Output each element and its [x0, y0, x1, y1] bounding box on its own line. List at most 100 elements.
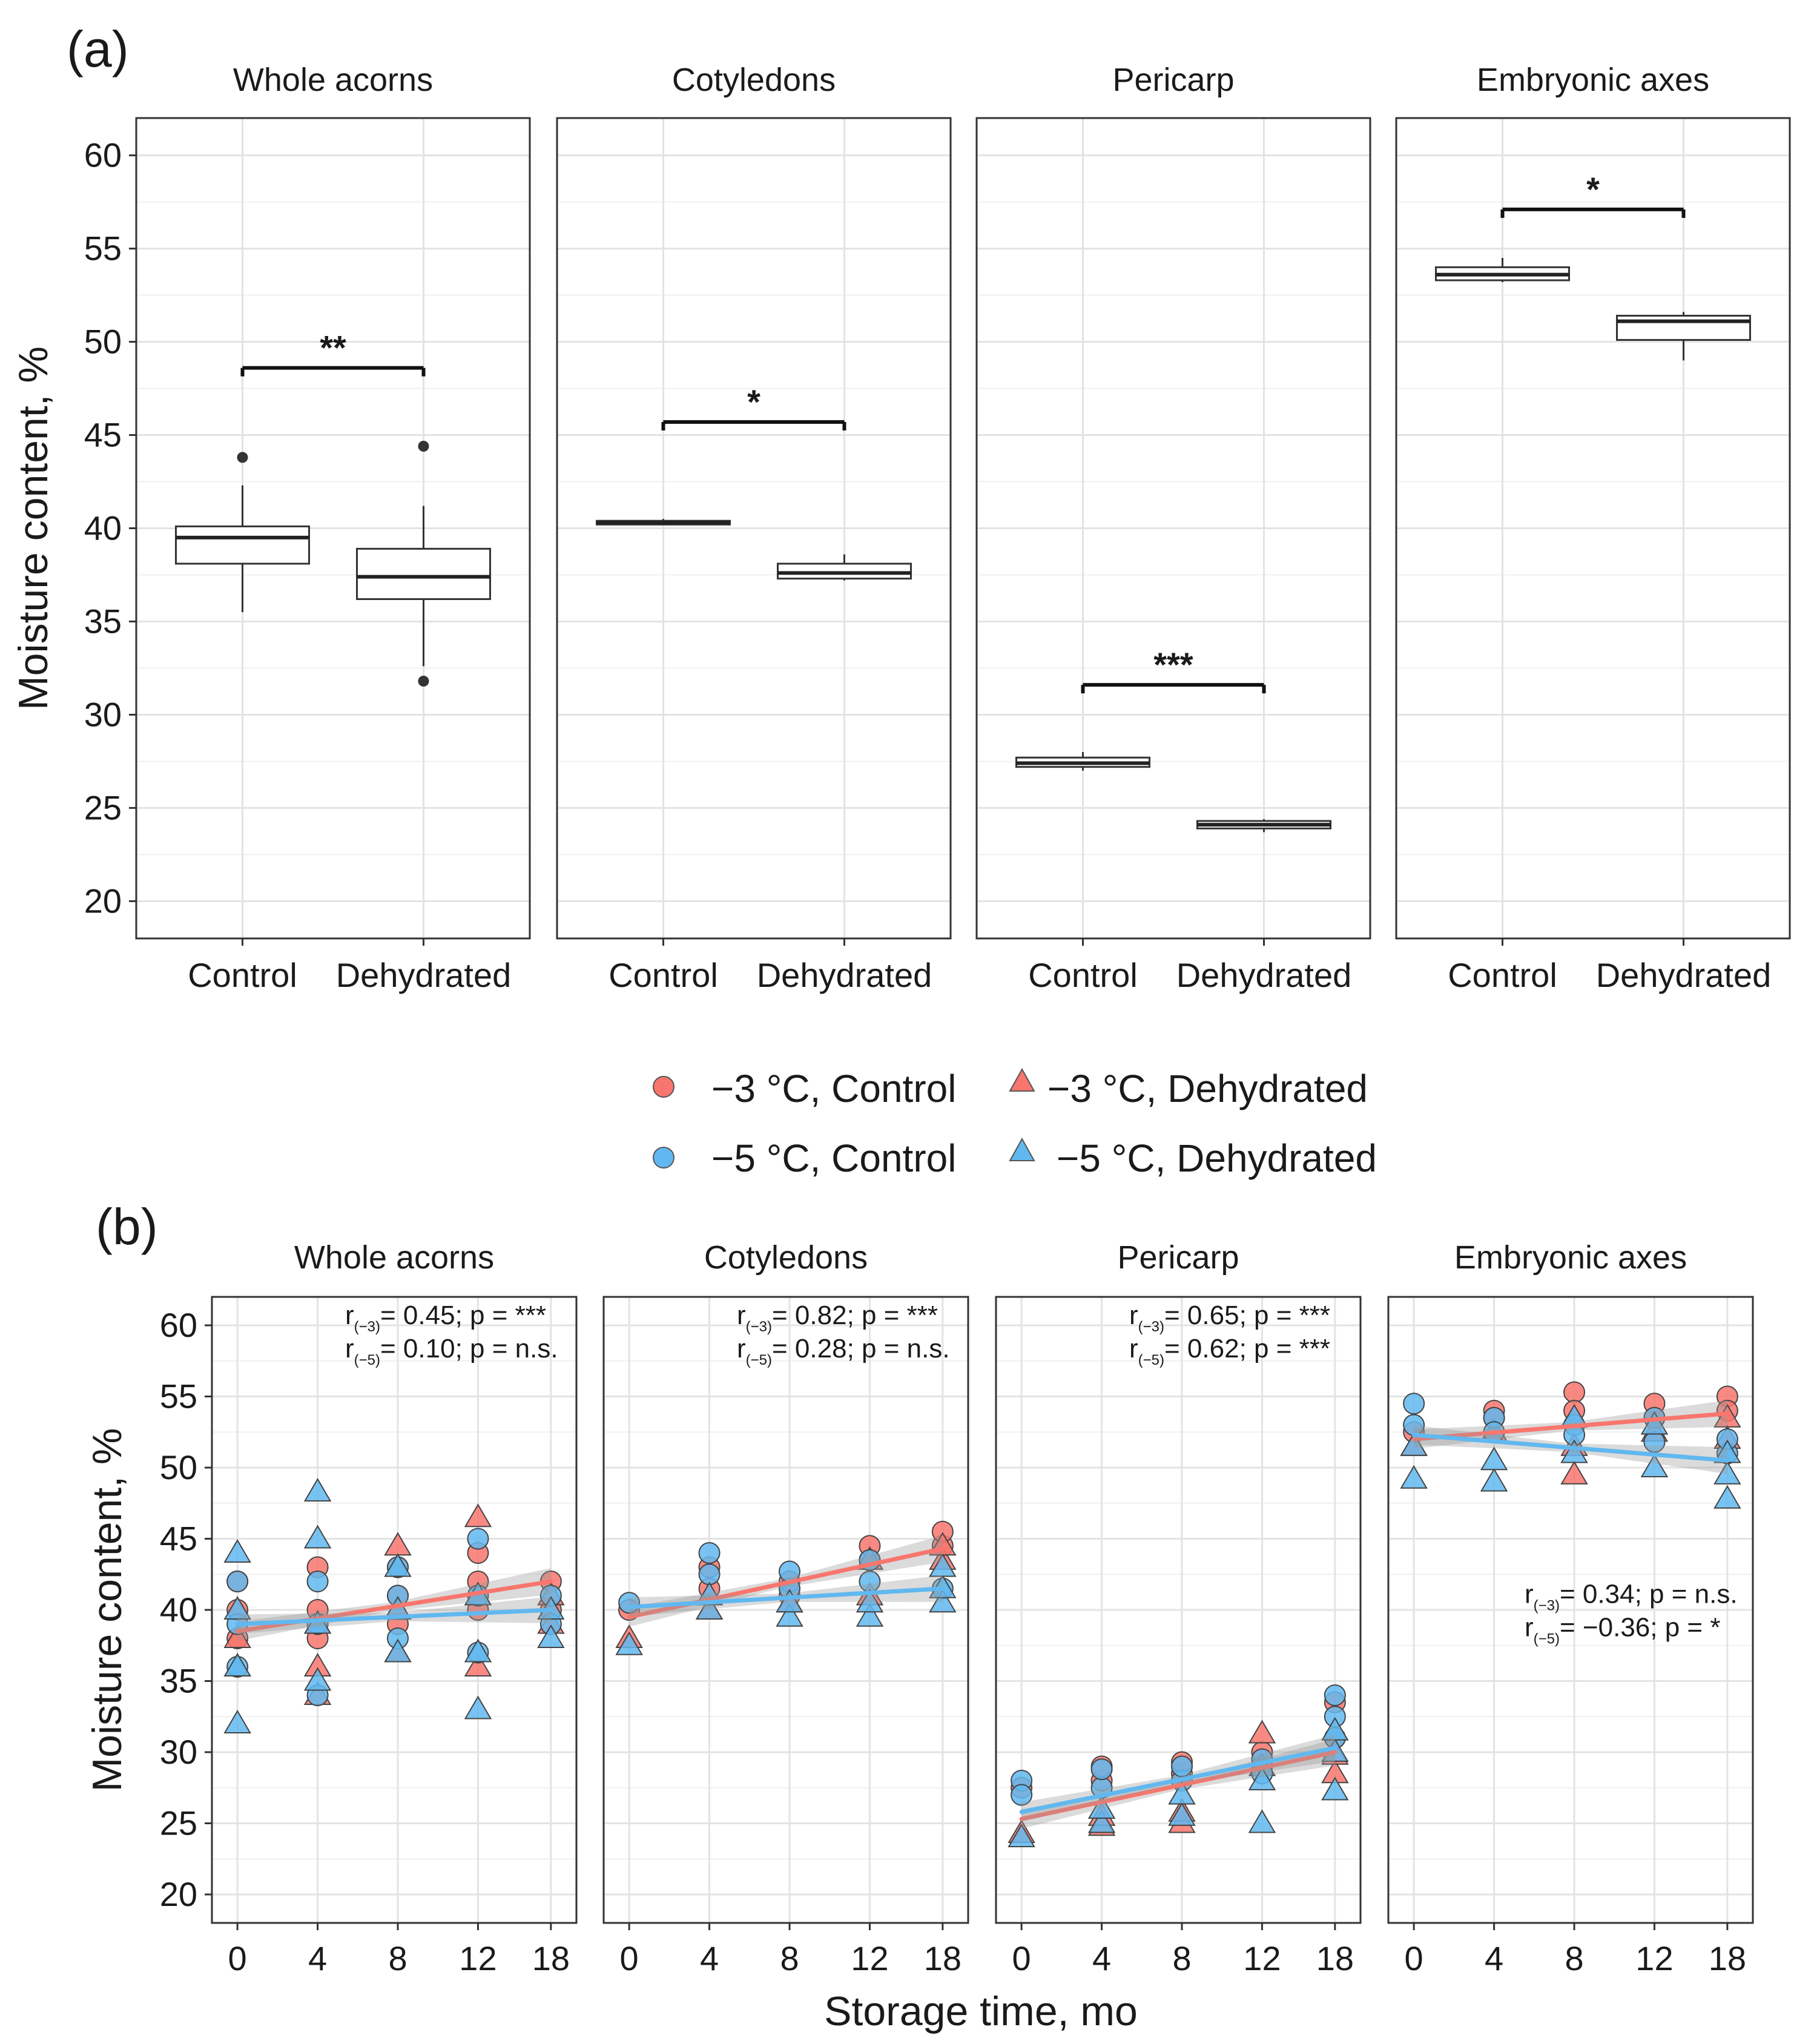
outlier-point [418, 441, 429, 452]
x-tick-label: 18 [532, 1939, 570, 1977]
box-iqr [356, 547, 491, 601]
facet-b-3: Pericarp r(−3)= 0.65; p = ***r(−5)= 0.62;… [995, 1239, 1362, 1977]
significance-label: *** [1153, 645, 1193, 684]
x-tick-label: Control [609, 956, 718, 994]
facet-a-1: Whole acorns ** Control Dehydrated [135, 62, 531, 994]
panel-border [975, 117, 1371, 940]
x-tick-label: Dehydrated [757, 956, 932, 994]
y-tick-label: 40 [160, 1591, 197, 1629]
correlation-stat: r(−3)= 0.65; p = *** [1129, 1301, 1330, 1335]
panel-border [995, 1296, 1362, 1924]
facet-a-2: Cotyledons * Control Dehydrated [556, 62, 952, 994]
stat-r: r [737, 1334, 746, 1363]
significance-label: * [1586, 170, 1600, 208]
y-tick-label: 55 [160, 1377, 197, 1416]
trend-line-minus5 [235, 1607, 553, 1626]
x-tick-label: Control [1448, 956, 1557, 994]
point-minus5-dehydrated [1400, 1432, 1428, 1456]
y-tick-label: 60 [160, 1306, 197, 1344]
stat-text: = 0.62; p = *** [1164, 1334, 1330, 1363]
point-minus5-dehydrated [1640, 1411, 1669, 1435]
y-axis-title: Moisture content, % [10, 346, 56, 710]
stat-r: r [1525, 1579, 1534, 1609]
point-minus5-dehydrated [223, 1596, 251, 1620]
legend-label-minus5-control: −5 °C, Control [711, 1136, 956, 1180]
point-minus5-dehydrated [303, 1477, 332, 1502]
point-minus5-control [226, 1571, 249, 1592]
point-minus3-dehydrated [464, 1653, 492, 1676]
point-minus5-dehydrated [929, 1589, 957, 1613]
x-axis-title: Storage time, mo [824, 1988, 1138, 2034]
stat-subscript: (−3) [1534, 1597, 1560, 1614]
y-tick-label: 50 [160, 1448, 197, 1486]
point-minus5-dehydrated [929, 1553, 957, 1577]
facet-title: Embryonic axes [1454, 1239, 1687, 1276]
x-tick-label: Control [188, 956, 297, 994]
point-minus5-dehydrated [1168, 1781, 1196, 1805]
point-minus5-control [1403, 1393, 1425, 1415]
point-minus5-control [698, 1542, 721, 1564]
legend-swatch-minus3-control [653, 1076, 674, 1098]
correlation-stat: r(−5)= 0.62; p = *** [1129, 1334, 1330, 1368]
stat-subscript: (−5) [1534, 1630, 1560, 1647]
panel-a-label: (a) [67, 21, 129, 77]
box-iqr [1616, 314, 1751, 341]
facet-title: Whole acorns [294, 1239, 494, 1276]
correlation-stat: r(−5)= 0.10; p = n.s. [345, 1334, 558, 1368]
trend-line-minus5 [627, 1586, 945, 1609]
panel-border [556, 117, 952, 940]
facet-a-3: Pericarp *** Control Dehydrated [975, 62, 1371, 994]
point-minus5-control [1090, 1758, 1113, 1781]
point-minus5-dehydrated [1248, 1809, 1276, 1833]
point-minus5-dehydrated [1713, 1485, 1741, 1509]
point-minus3-dehydrated [1560, 1460, 1588, 1485]
stat-subscript: (−5) [746, 1352, 772, 1368]
point-minus5-dehydrated [464, 1695, 492, 1719]
point-minus5-dehydrated [1008, 1824, 1035, 1847]
x-tick-label: 4 [1092, 1939, 1111, 1977]
y-tick-label: 25 [84, 788, 122, 826]
x-tick-label: 0 [1012, 1939, 1031, 1977]
x-tick-label: 18 [1709, 1939, 1746, 1977]
point-minus5-dehydrated [1640, 1454, 1669, 1477]
point-minus3-dehydrated [464, 1503, 492, 1528]
y-tick-label: 50 [84, 323, 122, 361]
x-tick-label: 12 [459, 1939, 496, 1977]
panel-border [1395, 117, 1791, 940]
x-tick-label: 4 [700, 1939, 719, 1977]
point-minus5-dehydrated [1560, 1439, 1588, 1463]
stat-subscript: (−3) [746, 1319, 772, 1335]
x-tick-label: 8 [388, 1939, 407, 1977]
facet-title: Embryonic axes [1477, 62, 1709, 98]
stat-text: = −0.36; p = * [1560, 1612, 1720, 1642]
x-tick-label: 4 [1485, 1939, 1503, 1977]
x-tick-label: 18 [924, 1939, 961, 1977]
stat-text: = 0.34; p = n.s. [1560, 1579, 1738, 1609]
y-tick-label: 30 [160, 1733, 197, 1771]
y-tick-label: 45 [160, 1520, 197, 1558]
significance-label: * [747, 383, 760, 421]
x-tick-label: Dehydrated [1596, 956, 1772, 994]
legend-swatch-minus3-dehydrated [1009, 1067, 1035, 1092]
x-tick-label: 18 [1316, 1939, 1354, 1977]
panel-border [602, 1296, 969, 1924]
legend-swatch-minus5-control [653, 1147, 674, 1169]
point-minus5-dehydrated [1087, 1809, 1116, 1833]
correlation-stat: r(−3)= 0.82; p = *** [737, 1301, 938, 1335]
outlier-point [418, 676, 429, 687]
point-minus3-control [1563, 1381, 1586, 1403]
y-tick-label: 20 [84, 882, 122, 920]
point-minus5-dehydrated [615, 1631, 643, 1655]
stat-r: r [737, 1301, 746, 1330]
y-tick-label: 25 [160, 1804, 197, 1842]
trend-line-minus5 [1411, 1432, 1730, 1463]
y-tick-label: 35 [160, 1662, 197, 1700]
point-minus5-dehydrated [776, 1589, 803, 1613]
facet-title: Pericarp [1117, 1239, 1239, 1276]
panel-border [1387, 1296, 1754, 1924]
x-tick-label: 12 [1635, 1939, 1673, 1977]
